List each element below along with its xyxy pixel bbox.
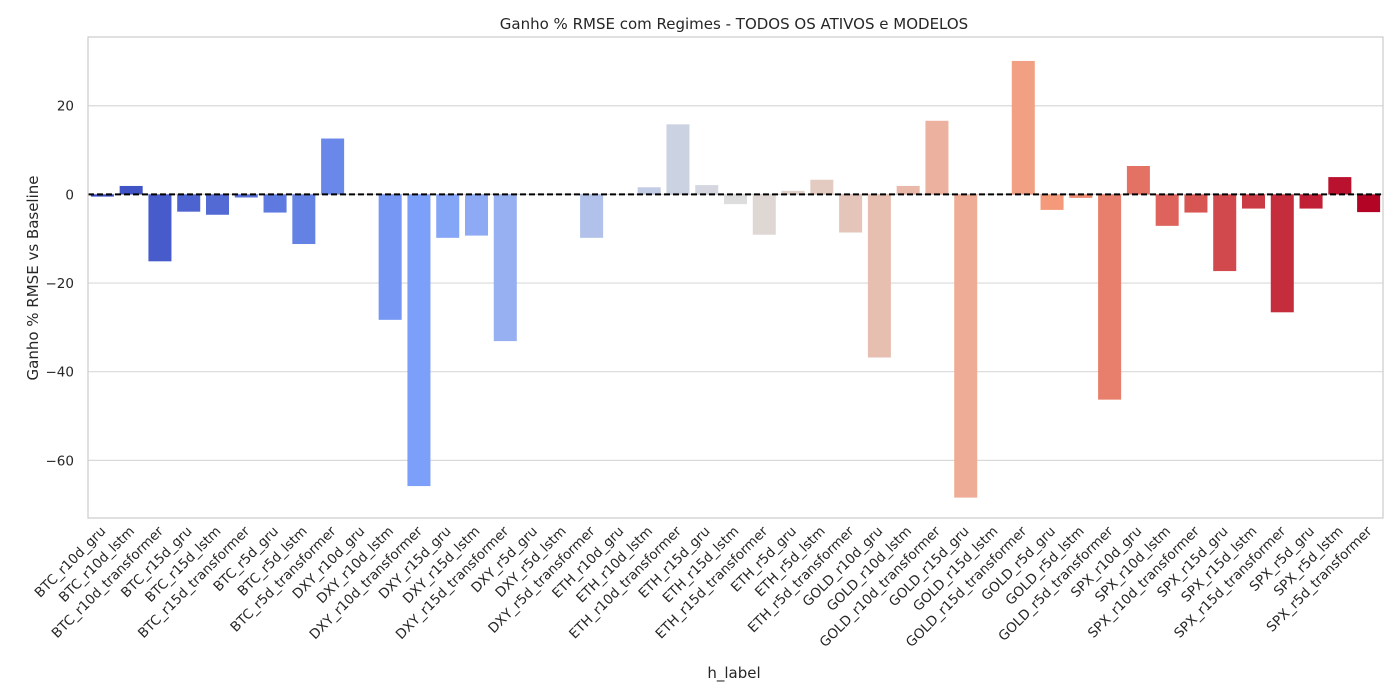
bar-SPX_r10d_lstm xyxy=(1155,194,1179,226)
plot-frame xyxy=(87,36,1384,519)
bar-GOLD_r5d_gru xyxy=(1040,194,1064,210)
bar-ETH_r5d_transformer xyxy=(839,194,863,233)
bar-SPX_r5d_transformer xyxy=(1357,194,1381,213)
bar-ETH_r15d_lstm xyxy=(723,194,748,205)
bar-ETH_r15d_gru xyxy=(695,185,719,195)
bar-GOLD_r10d_lstm xyxy=(896,185,920,195)
bar-SPX_r15d_gru xyxy=(1213,194,1237,272)
bar-DXY_r15d_transformer xyxy=(493,194,517,342)
bars xyxy=(90,60,1381,498)
bar-GOLD_r10d_gru xyxy=(867,194,891,358)
bar-SPX_r5d_lstm xyxy=(1328,177,1352,195)
bar-SPX_r5d_gru xyxy=(1299,194,1323,209)
y-tick-label: −60 xyxy=(46,453,75,469)
y-tick-label: −20 xyxy=(46,276,75,292)
bar-GOLD_r5d_lstm xyxy=(1069,194,1093,198)
y-axis-ticks: 20 0 −20 −40 −60 xyxy=(46,99,75,470)
bar-BTC_r10d_gru xyxy=(90,194,114,197)
bar-BTC_r15d_transformer xyxy=(234,194,258,198)
bar-ETH_r5d_gru xyxy=(781,190,805,195)
bar-BTC_r10d_lstm xyxy=(119,185,143,195)
bar-ETH_r15d_transformer xyxy=(752,194,776,235)
bar-BTC_r5d_transformer xyxy=(321,138,345,195)
bar-GOLD_r15d_transformer xyxy=(1011,60,1035,195)
x-axis-title: h_label xyxy=(707,664,760,683)
bar-BTC_r5d_lstm xyxy=(292,194,316,245)
chart-title: Ganho % RMSE com Regimes - TODOS OS ATIV… xyxy=(500,15,968,33)
y-tick-label: 20 xyxy=(57,99,74,115)
bar-BTC_r5d_gru xyxy=(263,194,287,213)
bar-DXY_r15d_lstm xyxy=(464,194,489,236)
bar-GOLD_r10d_transformer xyxy=(925,120,949,195)
bar-BTC_r15d_lstm xyxy=(205,194,230,215)
bar-ETH_r10d_lstm xyxy=(637,187,661,195)
bar-SPX_r15d_lstm xyxy=(1241,194,1266,209)
bar-DXY_r15d_gru xyxy=(436,194,460,238)
bar-SPX_r10d_gru xyxy=(1126,166,1150,195)
bar-SPX_r15d_transformer xyxy=(1270,194,1294,313)
bar-ETH_r10d_transformer xyxy=(666,124,690,195)
y-tick-label: −40 xyxy=(46,365,75,381)
bar-BTC_r10d_transformer xyxy=(148,194,172,262)
bar-GOLD_r5d_transformer xyxy=(1098,194,1122,400)
bar-DXY_r10d_lstm xyxy=(378,194,402,320)
bar-DXY_r10d_transformer xyxy=(407,194,431,487)
bar-SPX_r10d_transformer xyxy=(1184,194,1208,213)
y-axis-title: Ganho % RMSE vs Baseline xyxy=(24,176,42,381)
bar-GOLD_r15d_gru xyxy=(954,194,978,498)
bar-BTC_r15d_gru xyxy=(177,194,201,212)
bar-ETH_r5d_lstm xyxy=(810,179,834,195)
y-tick-label: 0 xyxy=(65,187,74,203)
bar-DXY_r5d_transformer xyxy=(580,194,604,238)
